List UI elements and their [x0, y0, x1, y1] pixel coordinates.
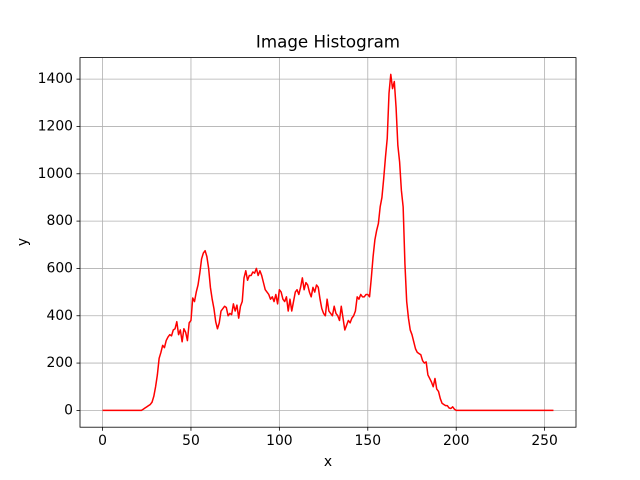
x-tick-label: 50: [182, 433, 200, 449]
data-line: [102, 73, 554, 412]
y-tick-label: 600: [46, 260, 73, 276]
x-tick-label: 200: [443, 433, 470, 449]
x-tick-label: 250: [531, 433, 558, 449]
y-tick-label: 400: [46, 308, 73, 324]
axes-frame: [79, 57, 577, 428]
x-tick-label: 150: [355, 433, 382, 449]
y-tick-label: 1000: [38, 166, 73, 182]
y-tick-label: 800: [46, 213, 73, 229]
x-axis-label: x: [324, 454, 332, 470]
y-tick-label: 1200: [38, 118, 73, 134]
x-tick-label: 100: [266, 433, 293, 449]
x-tick-label: 0: [98, 433, 107, 449]
y-tick-label: 0: [64, 402, 73, 418]
y-tick-label: 1400: [38, 71, 73, 87]
chart-title: Image Histogram: [256, 32, 400, 52]
y-axis-label: y: [15, 238, 31, 246]
y-tick-label: 200: [46, 355, 73, 371]
